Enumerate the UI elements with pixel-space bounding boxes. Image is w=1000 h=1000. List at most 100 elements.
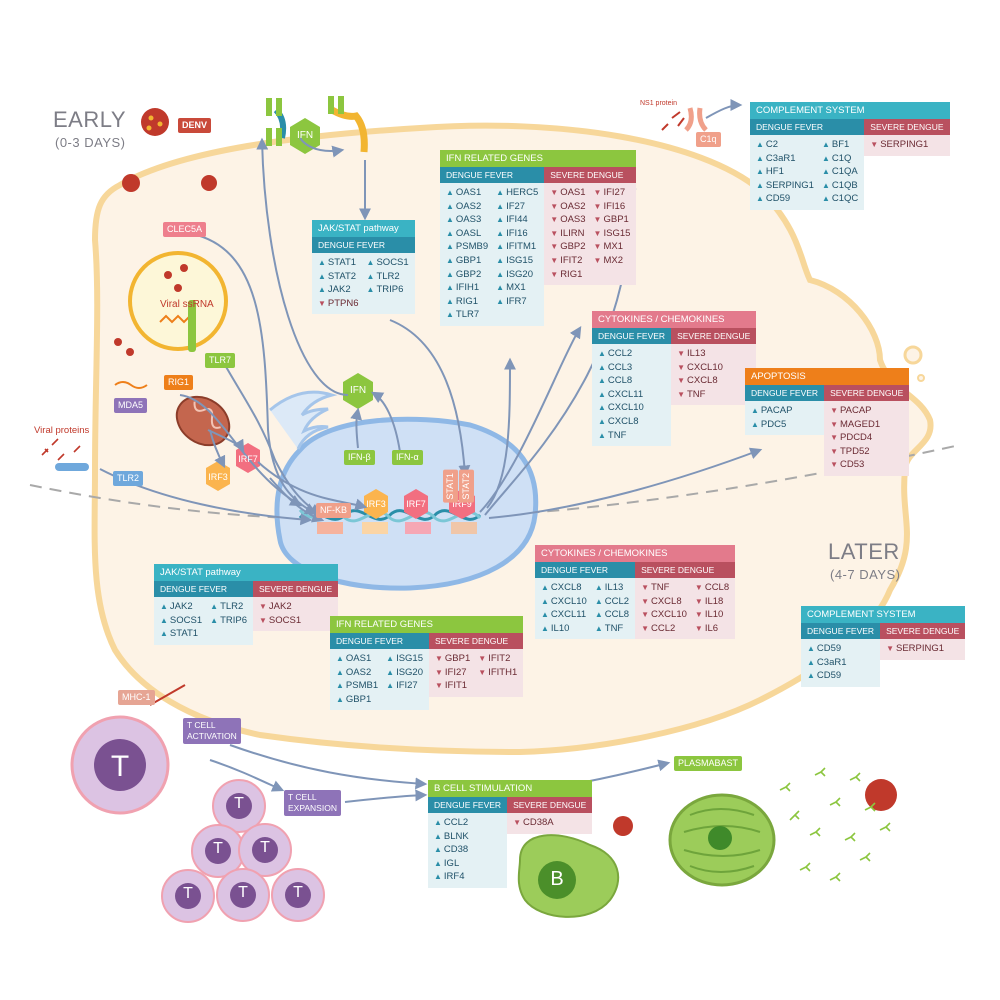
c1q-receptor: [684, 107, 708, 132]
t-cell-letter: T: [293, 884, 303, 901]
gene-ccl2: CCL2: [595, 596, 629, 609]
dengue-fever-header: DENGUE FEVER: [535, 562, 636, 578]
irf3-label: IRF3: [366, 499, 386, 509]
dengue-fever-gene-list: JAK2SOCS1STAT1 TLR2TRIP6: [154, 597, 253, 645]
t-cell-letter: T: [260, 839, 270, 856]
panel-title: IFN RELATED GENES: [330, 616, 524, 633]
gene-stat2: STAT2: [318, 271, 359, 284]
severe-dengue-gene-list: TNFCXCL8CXCL10CCL2 CCL8IL18IL10IL6: [635, 578, 736, 640]
severe-dengue-header: SEVERE DENGUE: [864, 119, 950, 135]
irf9-label: IRF9: [452, 499, 472, 509]
gene-il13: IL13: [677, 348, 750, 361]
t-cell-letter: T: [213, 840, 223, 857]
gene-pacap: PACAP: [751, 405, 818, 418]
gene-herc5: HERC5: [496, 187, 538, 200]
gene-cxcl10: CXCL10: [598, 402, 665, 415]
panel-title: CYTOKINES / CHEMOKINES: [592, 311, 757, 328]
gene-tnf: TNF: [598, 430, 665, 443]
panel-title: CYTOKINES / CHEMOKINES: [535, 545, 736, 562]
irf7-hex: [404, 489, 428, 519]
gene-socs1: SOCS1: [160, 615, 202, 628]
irf3-hex-left: [206, 461, 230, 491]
dengue-fever-column: DENGUE FEVERCCL2CCL3CCL8CXCL11CXCL10CXCL…: [592, 328, 672, 447]
gene-rig1: RIG1: [446, 296, 488, 309]
dengue-fever-column: DENGUE FEVERCXCL8CXCL10CXCL11IL10IL13CCL…: [535, 562, 636, 640]
gene-gbp2: GBP2: [446, 269, 488, 282]
dengue-fever-header: DENGUE FEVER: [312, 237, 415, 253]
dengue-fever-gene-list: OAS1OAS2OAS3OASLPSMB9GBP1GBP2IFIH1RIG1TL…: [440, 183, 545, 326]
severe-dengue-gene-list: SERPING1: [880, 639, 966, 660]
early-title: EARLY: [53, 107, 127, 132]
later-subtitle: (4-7 DAYS): [830, 567, 901, 582]
gene-cd53: CD53: [830, 459, 903, 472]
dengue-fever-gene-list: CCL2BLNKCD38IGLIRF4: [428, 813, 508, 888]
rig1-label: RIG1: [164, 375, 194, 390]
gene-cxcl8: CXCL8: [541, 582, 587, 595]
gene-jak2: JAK2: [318, 284, 359, 297]
phagosome: [269, 390, 338, 450]
gene-serping1: SERPING1: [870, 139, 943, 152]
gene-ccl2: CCL2: [434, 817, 501, 830]
early-subtitle: (0-3 DAYS): [55, 135, 126, 150]
gene-bf1: BF1: [822, 139, 858, 152]
gene-serping1: SERPING1: [756, 180, 814, 193]
gene-il10: IL10: [541, 623, 587, 636]
dengue-fever-header: DENGUE FEVER: [801, 623, 881, 639]
gene-serping1: SERPING1: [886, 643, 959, 656]
gene-ccl8: CCL8: [598, 375, 665, 388]
stat1-label: STAT1: [443, 470, 458, 503]
virus-particle: [865, 779, 897, 811]
panel-title: COMPLEMENT SYSTEM: [750, 102, 950, 119]
gene-ifith1: IFITH1: [478, 667, 517, 680]
t-cell-letter: T: [183, 885, 193, 902]
gene-ccl2: CCL2: [641, 623, 687, 636]
gene-ifit1: IFIT1: [435, 680, 470, 693]
gene-tlr2: TLR2: [367, 271, 409, 284]
gene-trip6: TRIP6: [210, 615, 247, 628]
gene-psmb9: PSMB9: [446, 241, 488, 254]
gene-isg15: ISG15: [496, 255, 538, 268]
irf3-hex: [364, 489, 388, 519]
severe-dengue-column: SEVERE DENGUEIL13CXCL10CXCL8TNF: [671, 328, 757, 446]
dengue-fever-gene-list: STAT1STAT2JAK2PTPN6 SOCS1TLR2TRIP6: [312, 253, 415, 315]
dengue-fever-gene-list: CXCL8CXCL10CXCL11IL10 IL13CCL2CCL8TNF: [535, 578, 636, 640]
gene-gbp1: GBP1: [435, 653, 470, 666]
severe-dengue-column: SEVERE DENGUETNFCXCL8CXCL10CCL2CCL8IL18I…: [635, 562, 736, 640]
gene-ifi27: IFI27: [386, 680, 423, 693]
dengue-fever-column: DENGUE FEVERCD59C3aR1CD59: [801, 623, 881, 687]
gene-stat1: STAT1: [318, 257, 359, 270]
gene-oasl: OASL: [446, 228, 488, 241]
mda5-label: MDA5: [114, 398, 148, 413]
dengue-fever-column: DENGUE FEVERCCL2BLNKCD38IGLIRF4: [428, 797, 508, 888]
tlr7-label: TLR7: [205, 353, 236, 368]
plasmablast-label: PLASMABAST: [674, 756, 743, 771]
panel-title: B CELL STIMULATION: [428, 780, 593, 797]
b-cell: [517, 834, 620, 918]
severe-dengue-column: SEVERE DENGUEPACAPMAGED1PDCD4TPD52CD53: [824, 385, 910, 476]
gene-mx2: MX2: [594, 255, 631, 268]
dengue-fever-gene-list: OAS1OAS2PSMB1GBP1 ISG15ISG20IFI27: [330, 649, 429, 711]
dengue-fever-column: DENGUE FEVER OAS1OAS2PSMB1GBP1 ISG15ISG20I…: [330, 633, 429, 711]
gene-ifitm1: IFITM1: [496, 241, 538, 254]
ifn-hex-mid: [343, 373, 373, 409]
gene-c1qc: C1QC: [822, 193, 858, 206]
gene-ifi44: IFI44: [496, 214, 538, 227]
gene-oas1: OAS1: [550, 187, 585, 200]
gene-irf4: IRF4: [434, 871, 501, 884]
gene-cd38a: CD38A: [513, 817, 586, 830]
gene-jak2: JAK2: [160, 601, 202, 614]
t-cell-large-letter: T: [110, 750, 130, 783]
gene-il18: IL18: [695, 596, 729, 609]
gene-pacap: PACAP: [830, 405, 903, 418]
gene-mx1: MX1: [594, 241, 631, 254]
severe-dengue-header: SEVERE DENGUE: [507, 797, 593, 813]
severe-dengue-header: SEVERE DENGUE: [635, 562, 736, 578]
dengue-fever-column: DENGUE FEVERC2C3aR1HF1SERPING1CD59BF1C1Q…: [750, 119, 865, 210]
ifn-alpha-label: IFN-α: [392, 450, 423, 465]
gene-c2: C2: [756, 139, 814, 152]
dengue-fever-header: DENGUE FEVER: [428, 797, 508, 813]
